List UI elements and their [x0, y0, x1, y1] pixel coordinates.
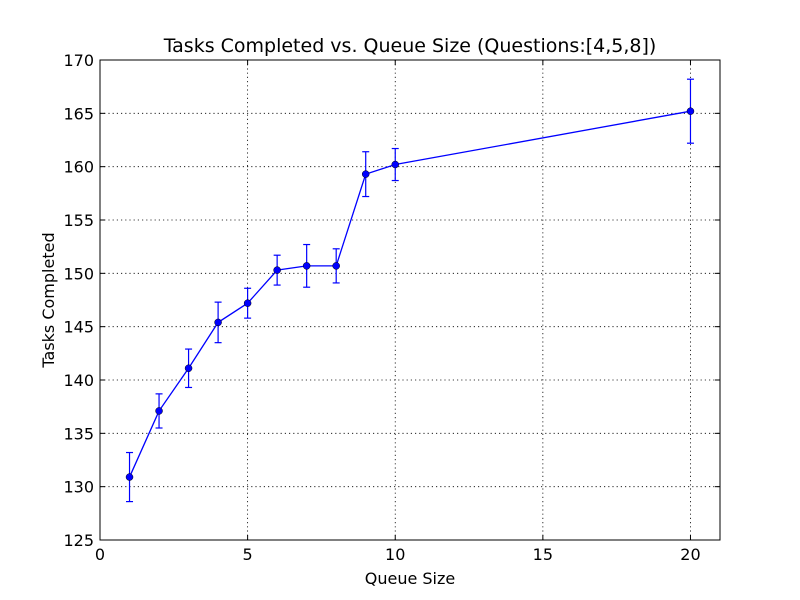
- data-point: [243, 299, 252, 307]
- data-point: [302, 262, 311, 270]
- y-tick-label: 150: [63, 264, 94, 283]
- y-tick-label: 160: [63, 158, 94, 177]
- data-point: [332, 262, 340, 270]
- data-point: [125, 473, 134, 481]
- grid: [100, 60, 720, 540]
- y-tick-label: 135: [63, 424, 94, 443]
- data-point: [155, 407, 163, 415]
- axis-ticks: 0 5 10 15 20 125 130 135 140 145 150 155 160 165 170: [63, 51, 720, 564]
- chart-title: Tasks Completed vs. Queue Size (Question…: [163, 35, 657, 57]
- x-tick-label: 15: [533, 545, 553, 564]
- y-tick-label: 165: [63, 104, 94, 123]
- x-tick-label: 20: [680, 545, 700, 564]
- x-tick-label: 10: [385, 545, 405, 564]
- data-point: [391, 160, 399, 169]
- y-tick-label: 170: [63, 51, 94, 70]
- data-point: [361, 170, 370, 178]
- data-point: [184, 364, 193, 373]
- data-point: [214, 318, 222, 327]
- x-tick-label: 5: [243, 545, 253, 564]
- y-tick-label: 145: [63, 318, 94, 337]
- y-tick-label: 155: [63, 211, 94, 230]
- x-axis-label: Queue Size: [365, 569, 456, 588]
- y-axis-label: Tasks Completed: [39, 232, 58, 368]
- y-tick-label: 140: [63, 371, 94, 390]
- y-tick-label: 125: [63, 531, 94, 550]
- y-tick-label: 130: [63, 478, 94, 497]
- data-point: [686, 107, 695, 115]
- data-point: [273, 266, 281, 274]
- data-points: [125, 107, 695, 481]
- plot-area-frame: [99, 59, 721, 541]
- x-tick-label: 0: [95, 545, 105, 564]
